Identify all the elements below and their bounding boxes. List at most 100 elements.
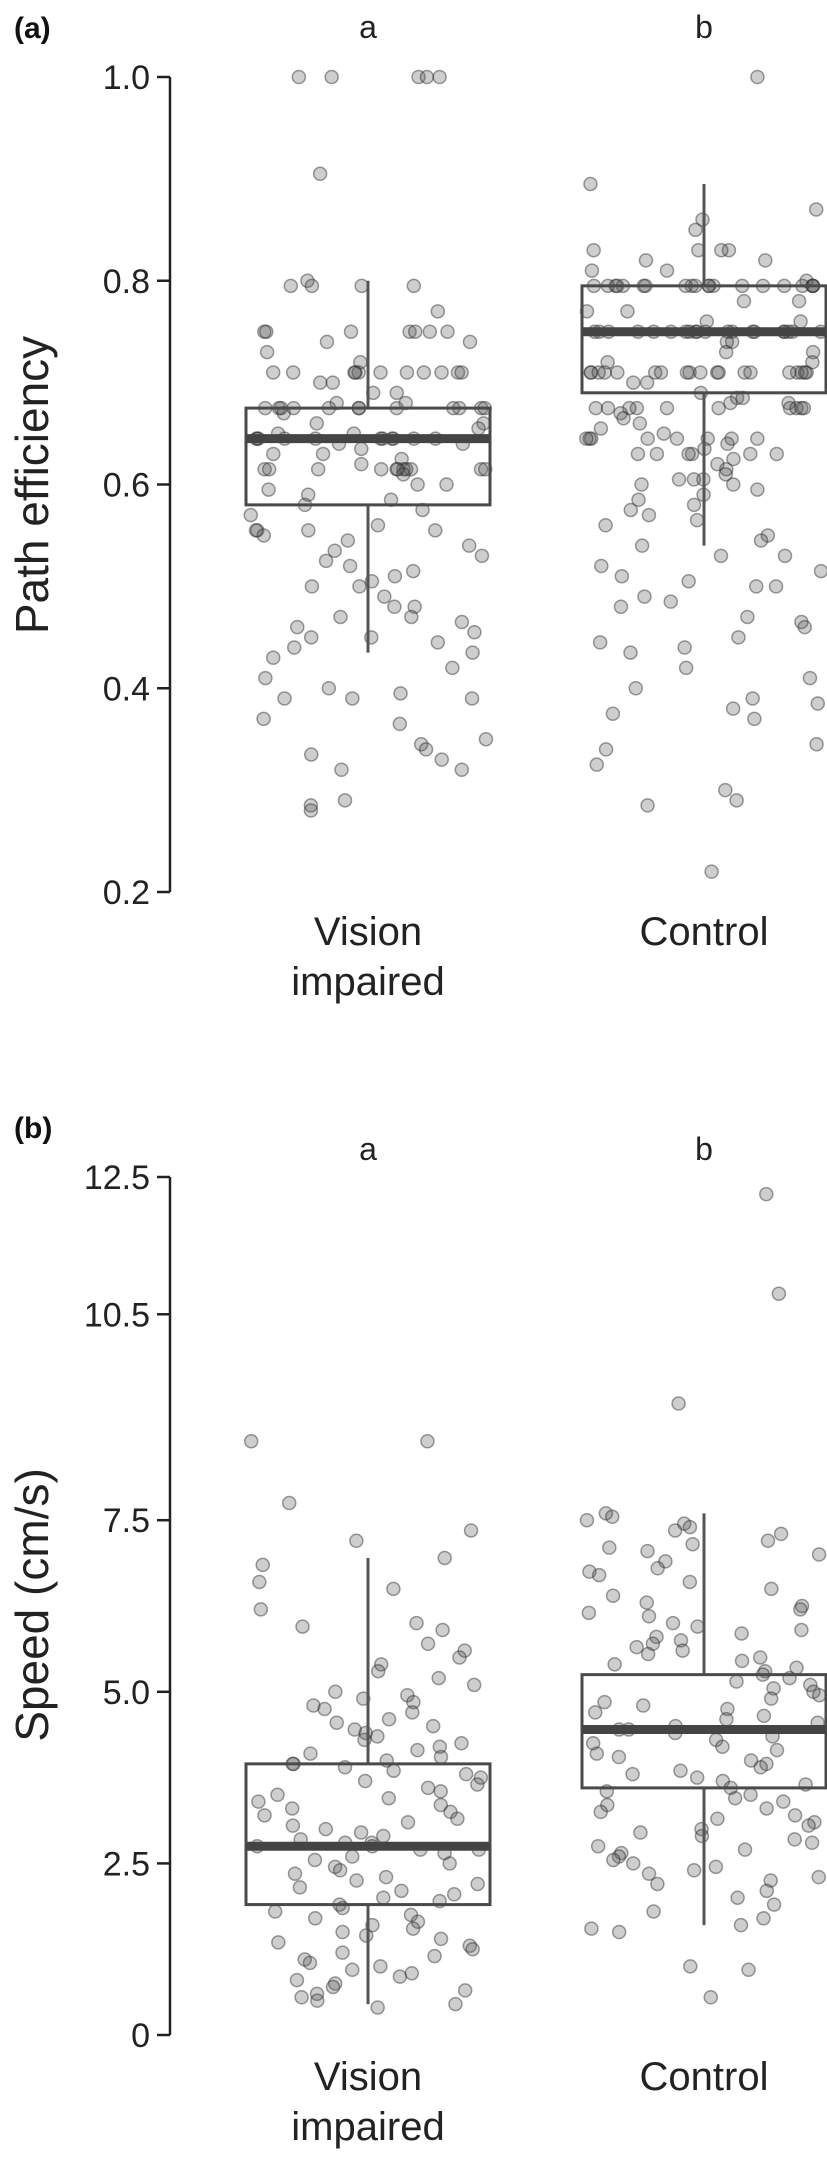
data-point [659,400,675,416]
data-point [352,579,367,594]
data-point [753,1760,768,1775]
data-point [306,1698,321,1713]
data-point [797,619,812,635]
data-point [381,1790,396,1806]
data-point [694,1828,710,1844]
data-point [808,202,824,217]
category-label-line: Control [640,2055,769,2099]
data-point [357,1773,373,1789]
data-point [637,589,652,604]
data-point [440,324,455,339]
data-point [807,1814,822,1830]
data-point [392,716,408,732]
data-point [466,1677,482,1693]
data-point [776,1794,791,1809]
data-point [665,1615,681,1631]
data-point [351,365,366,380]
data-point [402,324,417,339]
data-point [354,456,369,472]
data-point [813,563,827,579]
data-point [387,599,402,614]
data-point [579,1512,595,1528]
data-point [703,1989,718,2005]
data-point [600,400,616,416]
data-point [598,742,614,757]
data-point [477,461,493,477]
data-point [256,528,271,543]
data-point [248,523,264,538]
data-point [420,1780,436,1796]
data-point [465,645,480,660]
data-point [267,1904,283,1919]
data-point [315,446,331,462]
data-point [794,365,809,380]
data-point [781,395,796,411]
data-point [743,1753,759,1768]
data-point [647,365,663,380]
data-point [673,1633,689,1648]
data-point [434,752,449,767]
data-point [256,711,271,727]
data-point [473,461,489,477]
data-point [597,365,612,380]
data-point [430,304,446,319]
data-point [373,1959,388,1974]
data-point [641,1866,657,1881]
data-point [329,1715,344,1730]
data-point [271,1935,286,1950]
data-point [334,762,349,777]
data-point [789,400,804,416]
data-point [310,1993,325,2008]
data-point [470,1777,485,1792]
data-point [467,624,482,640]
data-point [678,660,694,676]
box [244,1762,492,1907]
data-point [407,599,422,614]
data-point [679,365,695,380]
data-point [718,782,733,798]
data-point [759,1883,774,1899]
data-point [301,523,316,538]
data-point [602,1540,617,1555]
data-point [317,1701,332,1717]
data-point [598,518,613,533]
data-point [809,737,824,752]
data-point [727,1790,743,1806]
data-point [629,1639,644,1655]
panel-label-a: (a) [14,12,51,45]
data-point [650,1876,665,1892]
y-tick-label: 12.5 [84,1159,150,1197]
data-point [370,1663,386,1679]
data-point [325,375,341,390]
data-point [693,365,708,380]
data-point [589,1746,605,1761]
data-point [324,69,339,85]
data-point [404,1965,420,1981]
data-point [405,1705,420,1720]
data-point [625,1766,640,1782]
data-point [633,1825,648,1840]
data-point [297,1952,313,1967]
data-point [257,1808,272,1823]
data-point [253,1602,269,1617]
data-point [405,563,421,579]
data-point [378,1869,394,1885]
y-tick-label: 0.8 [103,263,150,301]
data-point [333,609,348,625]
data-point [782,400,798,416]
data-point [318,553,334,569]
data-point [413,737,429,752]
data-point [325,1979,341,1995]
data-point [630,446,646,462]
data-point [327,1859,343,1875]
data-point [471,421,486,436]
data-point [682,1574,698,1590]
data-point [589,757,604,772]
data-point [452,1650,467,1665]
data-point [641,1609,657,1624]
data-point [634,538,650,553]
data-point [465,1941,480,1957]
data-point [611,1924,627,1940]
data-point [251,1794,266,1809]
data-point [454,365,469,380]
